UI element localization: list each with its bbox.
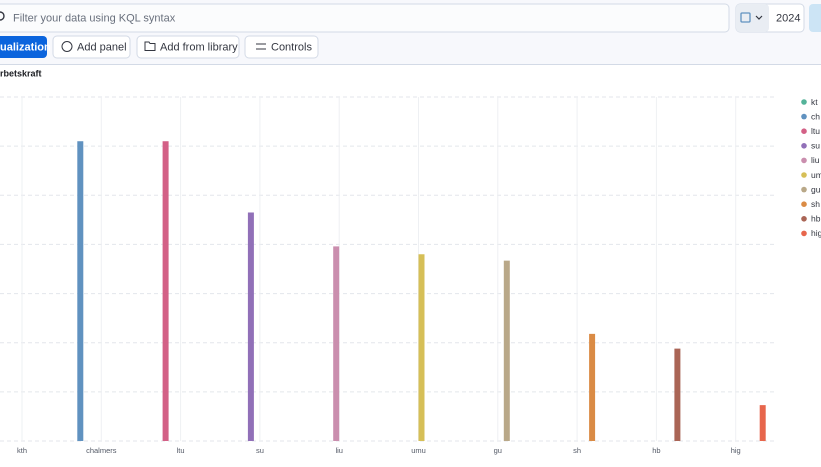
- legend-label: ch: [811, 111, 820, 121]
- bar: [759, 405, 766, 441]
- plus-icon: [61, 41, 73, 52]
- x-tick-label: su: [256, 446, 264, 455]
- add-panel-label: Add panel: [77, 41, 127, 53]
- legend-swatch: [801, 172, 807, 178]
- bar: [333, 246, 340, 441]
- x-tick-label: hb: [652, 446, 660, 455]
- calendar-icon: [740, 12, 751, 23]
- bar: [674, 348, 681, 441]
- search-icon: [0, 11, 5, 21]
- x-tick-label: kth: [17, 446, 27, 455]
- refresh-button[interactable]: [809, 4, 821, 32]
- legend-swatch: [801, 99, 807, 105]
- add-panel-button[interactable]: [52, 35, 131, 59]
- library-label: Add from library: [160, 41, 238, 53]
- bar: [247, 212, 254, 441]
- legend-swatch: [801, 157, 807, 164]
- legend-label: kt: [811, 97, 818, 107]
- create-button[interactable]: [0, 36, 47, 58]
- date-text: 2024: [776, 12, 800, 24]
- legend-swatch: [801, 230, 807, 237]
- library-button[interactable]: [136, 35, 240, 59]
- x-tick-label: gu: [494, 446, 502, 455]
- legend-label: hig: [811, 228, 821, 238]
- x-tick-label: umu: [411, 446, 426, 455]
- legend-swatch: [801, 143, 807, 149]
- chevron: [755, 15, 763, 20]
- legend-label: liu: [811, 155, 820, 165]
- legend-label: um: [811, 170, 821, 180]
- panel-title: rbetskraft: [0, 68, 42, 78]
- legend-swatch: [801, 128, 807, 134]
- x-tick-label: hig: [731, 446, 741, 455]
- legend-swatch: [801, 113, 807, 120]
- bar: [418, 254, 425, 441]
- x-tick-label: ltu: [177, 446, 185, 455]
- create-label: ualization: [0, 41, 51, 53]
- x-tick-label: sh: [573, 446, 581, 455]
- x-tick-label: chalmers: [86, 446, 117, 455]
- legend-swatch: [801, 201, 807, 207]
- controls-icon: [256, 43, 266, 50]
- controls-label: Controls: [271, 41, 312, 53]
- legend-label: su: [811, 141, 820, 151]
- controls-button[interactable]: [244, 35, 319, 59]
- x-tick-label: liu: [335, 446, 343, 455]
- legend-swatch: [801, 186, 807, 193]
- folder-icon: [144, 41, 156, 51]
- bar: [503, 260, 510, 441]
- bar: [162, 141, 169, 441]
- legend-swatch: [801, 216, 807, 222]
- bar: [589, 333, 596, 441]
- calendar-button[interactable]: [736, 4, 769, 32]
- bar: [77, 141, 84, 441]
- legend-label: gu: [811, 184, 821, 194]
- legend-label: sh: [811, 199, 820, 209]
- legend-label: ltu: [811, 126, 820, 136]
- search-placeholder: Filter your data using KQL syntax: [13, 12, 176, 24]
- legend-label: hb: [811, 214, 821, 224]
- search-input[interactable]: [0, 3, 730, 33]
